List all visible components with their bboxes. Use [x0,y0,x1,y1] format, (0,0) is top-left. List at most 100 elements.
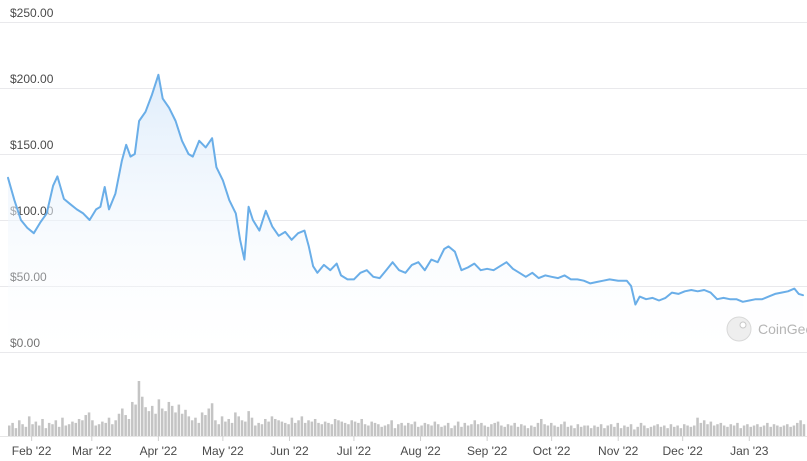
volume-bar [643,425,646,436]
volume-bar [41,418,44,436]
volume-bar [789,426,792,436]
volume-bar [623,425,626,436]
volume-bar [97,424,101,436]
volume-bar [470,424,473,436]
volume-bar [227,418,230,436]
volume-bar [363,424,367,436]
volume-bar [250,417,254,436]
volume-bar [347,424,350,436]
x-tick-label: Jan '23 [730,444,769,458]
volume-bar [194,417,197,436]
volume-bar [433,421,437,436]
volume-bar [752,425,756,436]
coingecko-watermark: CoinGecko [726,316,807,342]
volume-bar [473,420,477,436]
y-axis: $0.00$50.00$100.00$150.00$200.00$250.00 [10,6,54,350]
volume-bar [184,409,187,436]
volume-bar [244,421,247,436]
volume-bar [742,425,746,436]
volume-bar [247,411,250,436]
volume-bar [147,411,151,436]
volume-bar [144,407,147,436]
volume-bar [383,425,387,436]
volume-bar [776,425,779,436]
price-line[interactable] [7,73,804,306]
volume-bar [67,424,71,436]
volume-bar [127,418,131,436]
volume-bar [141,396,144,436]
volume-bar [200,412,204,436]
volume-bar [84,415,88,436]
volume-bar [626,426,629,436]
volume-bar [709,421,713,436]
volume-bar [423,422,427,436]
volume-bar [593,425,596,436]
volume-bar [410,424,413,436]
price-area-fill [8,74,803,353]
volume-bar [540,418,543,436]
x-tick-label: Jun '22 [270,444,309,458]
volume-bar [673,426,676,436]
volume-bar [310,421,314,436]
volume-bar [131,401,134,436]
volume-bar [553,425,556,436]
volume-bar [320,424,324,436]
volume-bar [633,429,636,436]
volume-bar [692,425,696,436]
volume-bar [121,408,124,436]
volume-bar [207,408,211,436]
volume-bar [24,426,28,436]
volume-bar [619,428,623,436]
volume-bar [387,424,390,436]
volume-bar [749,426,753,436]
volume-bar [34,421,38,436]
volume-bar [656,424,659,436]
volume-bar [726,426,729,436]
x-tick-label: May '22 [202,444,244,458]
volume-bar [224,421,227,436]
volume-bar [370,421,373,436]
volume-bar [523,425,526,436]
volume-bar [167,401,171,436]
volume-bar [596,426,600,436]
volume-bar [736,422,739,436]
volume-bar [220,416,224,436]
volume-bar [546,425,550,436]
volume-bar [486,426,490,436]
x-tick-label: Dec '22 [663,444,704,458]
volume-bar [510,425,513,436]
volume-bar [323,421,327,436]
watermark-text: CoinGecko [758,321,807,337]
volume-bar [31,424,34,436]
volume-bar [150,405,154,436]
volume-bar [270,416,274,436]
x-tick-label: Feb '22 [12,444,52,458]
volume-bar [114,420,117,436]
volume-bar [579,426,583,436]
gecko-logo-icon [726,316,752,342]
volume-bar [706,424,709,436]
volume-bar [659,426,663,436]
volume-bar [460,426,463,436]
volume-bar [300,416,304,436]
volume-bar [180,413,184,436]
volume-bar [493,422,496,436]
volume-bar [589,428,593,436]
volume-bar [101,421,104,436]
volume-bar [267,421,270,436]
volume-bar [254,425,257,436]
volume-bar [94,425,97,436]
volume-bar [21,424,24,436]
volume-bar [556,426,560,436]
volume-bar [137,381,141,436]
x-tick-label: Sep '22 [467,444,508,458]
volume-bar [732,425,736,436]
volume-bar [722,425,726,436]
volume-bar [303,422,307,436]
volume-bar [230,422,234,436]
volume-bar [716,424,719,436]
volume-bar [380,426,383,436]
volume-bar [51,424,54,436]
x-axis: Feb '22 Mar '22 Apr '22 May '22 Jun '22 Jul '… [12,436,769,458]
